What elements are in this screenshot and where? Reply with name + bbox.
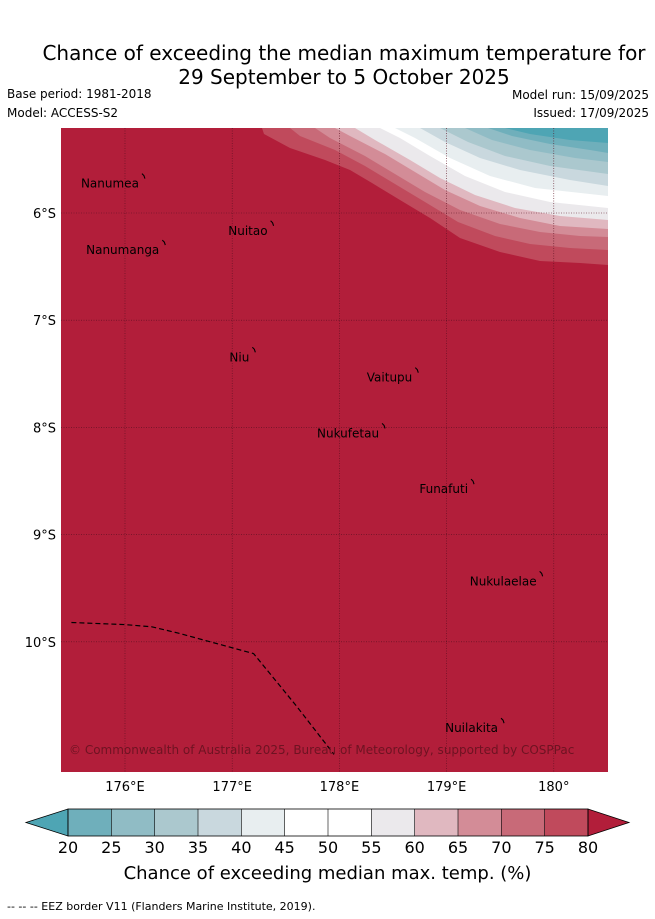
lon-tick-label: 178°E [320, 780, 360, 795]
atoll-marker [539, 570, 544, 577]
colorbar-swatch [458, 809, 502, 836]
colorbar-tick-label: 20 [58, 838, 78, 857]
colorbar-tick-label: 40 [231, 838, 251, 857]
colorbar-swatch [198, 809, 242, 836]
probability-contours [262, 128, 608, 265]
colorbar-swatch [371, 809, 415, 836]
atoll-marker [270, 220, 275, 226]
place-label: Niu [229, 350, 249, 364]
atoll-marker [251, 346, 256, 353]
colorbar-tick-label: 50 [318, 838, 338, 857]
atoll-marker [414, 367, 419, 373]
colorbar-tick-label: 25 [101, 838, 121, 857]
place-label: Nuitao [228, 224, 267, 238]
colorbar-title: Chance of exceeding median max. temp. (%… [123, 863, 532, 884]
colorbar-swatch [154, 809, 198, 836]
eez-border-line [71, 621, 335, 755]
lon-tick-label: 176°E [105, 780, 145, 795]
colorbar-tick-label: 75 [534, 838, 554, 857]
colorbar-tick-label: 35 [188, 838, 208, 857]
colorbar-tick-label: 45 [274, 838, 294, 857]
longitude-labels: 176°E 177°E 178°E 179°E 180° [105, 780, 569, 795]
colorbar-tick-label: 70 [491, 838, 511, 857]
map-title-line2: 29 September to 5 October 2025 [178, 65, 510, 89]
atoll-marker [141, 173, 146, 179]
model-run-date: Model run: 15/09/2025 [511, 88, 649, 102]
latitude-labels: 6°S 7°S 8°S 9°S 10°S [25, 207, 56, 651]
atoll-marker [161, 239, 166, 246]
place-label: Funafuti [419, 482, 468, 496]
colorbar-swatch [111, 809, 155, 836]
colorbar-swatch [544, 809, 588, 836]
colorbar: 20 25 30 35 40 45 50 55 60 65 70 75 80 [24, 808, 631, 857]
place-label: Nanumanga [86, 243, 159, 257]
colorbar-tick-label: 60 [404, 838, 424, 857]
lat-tick-label: 9°S [33, 529, 56, 544]
atoll-marker [500, 717, 505, 724]
model-name: Model: ACCESS-S2 [7, 106, 119, 120]
place-markers: Nanumea Nuitao Nanumanga Niu Vaitupu Nukufeta… [81, 173, 544, 735]
place-label: Nanumea [81, 177, 139, 191]
lat-tick-label: 6°S [33, 207, 56, 222]
lat-tick-label: 7°S [33, 314, 56, 329]
map-area: Nanumea Nuitao Nanumanga Niu Vaitupu Nukufeta… [61, 128, 608, 772]
place-label: Vaitupu [367, 371, 413, 385]
eez-border [71, 621, 335, 755]
lat-tick-label: 8°S [33, 421, 56, 436]
place-label: Nuilakita [445, 721, 498, 735]
base-period: Base period: 1981-2018 [7, 87, 152, 101]
colorbar-tick-label: 55 [361, 838, 381, 857]
atoll-marker [381, 423, 386, 429]
colorbar-swatch [241, 809, 285, 836]
lon-tick-label: 179°E [427, 780, 467, 795]
lon-tick-label: 180° [538, 780, 569, 795]
colorbar-tick-label: 80 [578, 838, 598, 857]
colorbar-swatch [414, 809, 458, 836]
place-label: Nukulaelae [470, 574, 537, 588]
lat-tick-label: 10°S [25, 636, 56, 651]
lon-tick-label: 177°E [212, 780, 252, 795]
issued-date: Issued: 17/09/2025 [533, 106, 649, 120]
colorbar-over-arrow [587, 808, 631, 837]
colorbar-under-arrow [24, 808, 69, 837]
eez-legend-note: -- -- -- EEZ border V11 (Flanders Marine… [7, 900, 316, 913]
colorbar-tick-label: 65 [448, 838, 468, 857]
place-label: Nukufetau [317, 426, 379, 440]
colorbar-swatch [284, 809, 328, 836]
colorbar-swatch [68, 809, 112, 836]
colorbar-swatch [501, 809, 545, 836]
colorbar-tick-label: 30 [144, 838, 164, 857]
map-title-line1: Chance of exceeding the median maximum t… [42, 41, 646, 65]
atoll-marker [470, 478, 475, 485]
graticule [61, 128, 608, 772]
colorbar-swatch [328, 809, 372, 836]
copyright-credit: © Commonwealth of Australia 2025, Bureau… [69, 743, 574, 757]
